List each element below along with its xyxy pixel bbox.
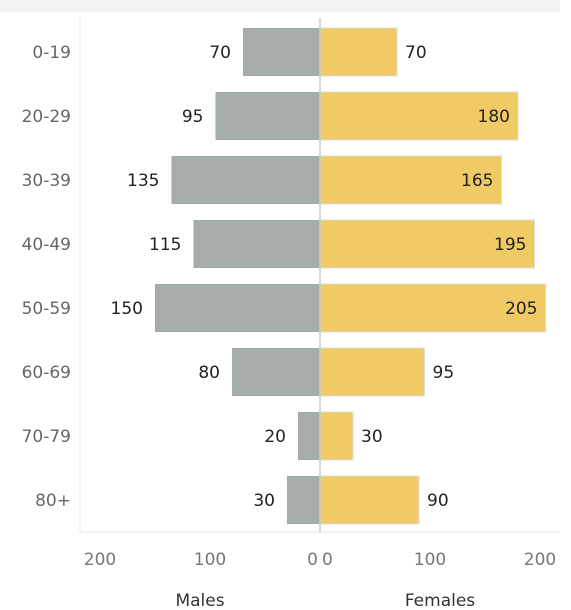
male-value-label: 135	[127, 171, 159, 191]
male-bar-80plus[interactable]	[287, 476, 320, 524]
female-value-label: 90	[427, 491, 449, 511]
category-label-50-59: 50-59	[22, 299, 71, 319]
female-value-label: 30	[361, 427, 383, 447]
male-bar-50-59[interactable]	[155, 284, 320, 332]
females-tick-label: 0	[322, 550, 333, 570]
male-value-label: 95	[182, 107, 204, 127]
category-labels-group: 0-19 20-29 30-39 40-49 50-59 60-69 70-79 80+	[22, 43, 71, 511]
females-tick-label: 100	[414, 550, 446, 570]
female-value-label: 95	[433, 363, 455, 383]
top-band	[0, 0, 560, 12]
category-label-30-39: 30-39	[22, 171, 71, 191]
female-bar-70-79[interactable]	[319, 411, 354, 461]
bars-group	[155, 27, 546, 525]
male-bar-0-19[interactable]	[243, 28, 320, 76]
category-label-80plus: 80+	[35, 491, 71, 511]
category-label-60-69: 60-69	[22, 363, 71, 383]
male-value-label: 20	[264, 427, 286, 447]
category-label-20-29: 20-29	[22, 107, 71, 127]
males-tick-label: 200	[84, 550, 116, 570]
female-value-label: 165	[461, 171, 493, 191]
male-bar-70-79[interactable]	[298, 412, 320, 460]
category-label-0-19: 0-19	[32, 43, 71, 63]
male-value-label: 30	[253, 491, 275, 511]
males-tick-label: 0	[307, 550, 318, 570]
female-bar-30-39[interactable]	[319, 155, 502, 205]
female-bar-60-69[interactable]	[319, 347, 425, 397]
female-value-label: 180	[478, 107, 510, 127]
female-bar-0-19[interactable]	[319, 27, 398, 77]
male-value-label: 115	[149, 235, 181, 255]
male-bar-40-49[interactable]	[193, 220, 321, 268]
female-value-label: 195	[494, 235, 526, 255]
male-bar-60-69[interactable]	[232, 348, 320, 396]
category-label-40-49: 40-49	[22, 235, 71, 255]
category-label-70-79: 70-79	[22, 427, 71, 447]
females-axis-title: Females	[405, 591, 475, 610]
males-tick-label: 100	[194, 550, 226, 570]
male-bar-20-29[interactable]	[215, 92, 321, 140]
male-bar-30-39[interactable]	[171, 156, 321, 204]
female-value-label: 205	[505, 299, 537, 319]
value-labels-group: 70 70 95 180 135 165 115 195 150 205 80 95 20 30 30 90	[111, 43, 538, 511]
male-value-label: 80	[198, 363, 220, 383]
male-value-label: 70	[209, 43, 231, 63]
tick-labels-group: 200 100 0 0 100 200	[84, 550, 556, 570]
males-axis-title: Males	[175, 591, 224, 610]
female-value-label: 70	[405, 43, 427, 63]
female-bar-80plus[interactable]	[319, 475, 420, 525]
females-tick-label: 200	[524, 550, 556, 570]
male-value-label: 150	[111, 299, 143, 319]
